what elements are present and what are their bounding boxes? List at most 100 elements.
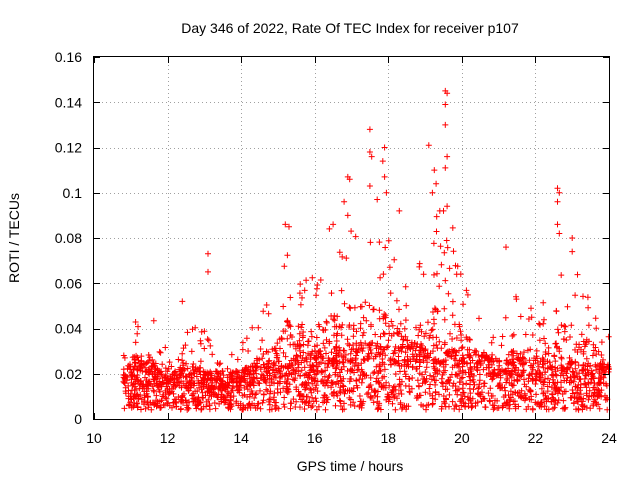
data-point (414, 393, 420, 399)
data-point (424, 353, 431, 360)
data-point (314, 342, 321, 349)
data-point (509, 391, 516, 398)
data-point (429, 189, 436, 196)
data-point (289, 361, 296, 368)
data-point (432, 367, 439, 374)
data-point (576, 394, 583, 401)
data-point (344, 212, 351, 219)
data-point (357, 320, 364, 327)
data-point (544, 388, 551, 395)
data-point (259, 399, 266, 406)
data-point (595, 348, 602, 355)
data-point (511, 398, 518, 405)
data-point (120, 371, 127, 378)
data-point (333, 338, 340, 344)
data-point (382, 320, 389, 327)
data-point (364, 391, 370, 398)
data-point (368, 321, 374, 328)
data-point (147, 399, 154, 406)
data-point (320, 355, 327, 362)
data-point (413, 357, 420, 364)
data-point (430, 316, 437, 323)
data-point (346, 387, 353, 394)
data-point (305, 338, 312, 345)
data-point (433, 228, 440, 235)
data-point (146, 354, 153, 361)
data-point (568, 322, 575, 329)
data-point (390, 350, 397, 357)
data-point (154, 365, 161, 372)
data-point (409, 363, 416, 370)
data-point (134, 376, 141, 383)
data-point (182, 373, 189, 380)
data-point (595, 390, 602, 397)
data-point (415, 382, 422, 389)
data-point (309, 362, 316, 369)
data-point (286, 370, 293, 377)
data-point (268, 376, 275, 383)
data-point (427, 381, 434, 388)
data-point (221, 399, 228, 406)
data-point (456, 347, 462, 354)
data-point (507, 394, 514, 401)
data-point (586, 338, 592, 345)
data-point (576, 376, 583, 383)
data-point (430, 363, 437, 370)
data-point (451, 321, 458, 328)
data-point (267, 396, 274, 402)
data-point (306, 374, 313, 381)
data-point (309, 348, 316, 355)
data-point (590, 341, 597, 348)
data-point (249, 324, 256, 331)
data-point (193, 373, 200, 380)
data-point (529, 406, 536, 413)
y-tick-label: 0.06 (55, 275, 82, 291)
data-point (174, 379, 181, 386)
data-point (386, 264, 393, 271)
data-point (333, 343, 340, 350)
data-point (367, 382, 374, 388)
data-point (504, 375, 511, 382)
data-point (346, 324, 353, 330)
data-point (590, 347, 597, 354)
data-point (396, 328, 403, 335)
data-point (175, 394, 182, 400)
data-point (328, 349, 335, 356)
data-point (522, 331, 529, 338)
data-point (527, 388, 534, 395)
data-point (336, 249, 343, 256)
data-point (122, 390, 129, 397)
data-point (127, 361, 133, 368)
data-point (401, 402, 408, 409)
data-point (468, 404, 475, 411)
data-point (334, 373, 341, 379)
data-point (440, 393, 447, 399)
data-point (406, 376, 413, 382)
data-point (255, 400, 262, 407)
data-point (280, 349, 287, 356)
data-point (340, 375, 347, 382)
data-point (166, 359, 173, 366)
data-point (468, 366, 475, 372)
data-point (397, 320, 404, 327)
data-point (389, 400, 396, 407)
data-point (138, 406, 144, 413)
data-point (561, 328, 568, 335)
data-point (463, 287, 470, 294)
data-point (579, 367, 586, 374)
data-point (185, 405, 192, 412)
data-point (586, 387, 593, 394)
data-point (542, 351, 549, 358)
data-point (134, 330, 141, 337)
data-point (312, 395, 319, 402)
data-point (356, 393, 363, 399)
data-point (444, 386, 451, 393)
data-point (202, 369, 208, 376)
data-point (201, 345, 208, 352)
data-point (265, 349, 272, 356)
data-point (457, 368, 464, 374)
data-point (463, 380, 470, 387)
data-point (476, 377, 483, 384)
data-point (281, 404, 288, 410)
